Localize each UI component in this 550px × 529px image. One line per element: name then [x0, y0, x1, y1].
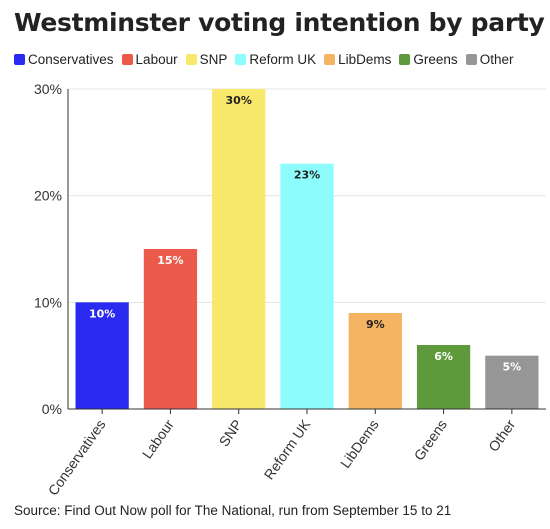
legend-swatch	[324, 54, 336, 65]
legend-item: LibDems	[324, 52, 391, 67]
x-tick-label: Greens	[411, 417, 450, 464]
x-tick-label: LibDems	[337, 417, 382, 471]
bar	[485, 355, 539, 409]
source-note: Source: Find Out Now poll for The Nation…	[14, 503, 452, 518]
x-tick-label: Reform UK	[261, 416, 314, 482]
x-tick-label: Conservatives	[45, 417, 109, 499]
y-tick-label: 20%	[34, 188, 62, 204]
legend-swatch	[399, 54, 411, 65]
legend-label: Labour	[135, 52, 178, 67]
legend-swatch	[465, 54, 477, 65]
bar	[75, 302, 129, 409]
legend-label: SNP	[199, 52, 228, 67]
data-label: 6%	[434, 350, 453, 363]
bar	[280, 163, 334, 409]
chart-title: Westminster voting intention by party	[14, 8, 545, 37]
chart-legend: Conservatives Labour SNP Reform UK LibDems Gr…	[14, 52, 544, 67]
legend-label: Conservatives	[28, 52, 114, 67]
y-tick-label: 10%	[34, 294, 62, 310]
legend-label: LibDems	[338, 52, 392, 67]
data-label: 5%	[503, 361, 522, 374]
x-tick-label: Other	[485, 416, 518, 454]
data-label: 30%	[226, 94, 252, 107]
data-label: 9%	[366, 318, 385, 331]
bar	[416, 345, 471, 409]
y-tick-label: 0%	[42, 401, 62, 417]
legend-item: Reform UK	[235, 52, 316, 67]
data-label: 23%	[294, 169, 320, 182]
x-tick-label: Labour	[139, 416, 177, 461]
bar	[143, 249, 198, 409]
legend-label: Greens	[413, 52, 458, 67]
legend-item: Conservatives	[14, 52, 114, 67]
legend-swatch	[14, 54, 25, 65]
bar	[348, 313, 402, 409]
data-label: 10%	[89, 307, 115, 320]
x-tick-label: SNP	[216, 417, 246, 450]
legend-item: SNP	[185, 52, 228, 67]
legend-swatch	[121, 54, 133, 65]
legend-swatch	[185, 54, 197, 65]
y-tick-label: 30%	[34, 81, 62, 97]
legend-item: Other	[465, 52, 514, 67]
legend-label: Other	[479, 52, 514, 67]
legend-item: Labour	[121, 52, 178, 67]
data-label: 15%	[157, 254, 183, 267]
bar	[212, 89, 266, 409]
legend-label: Reform UK	[249, 52, 317, 67]
bar-chart: 0% 10% 20% 30% 10% Conservatives 15% Labour 30% S…	[34, 81, 546, 499]
legend-item: Greens	[399, 52, 458, 67]
legend-swatch	[235, 54, 247, 65]
